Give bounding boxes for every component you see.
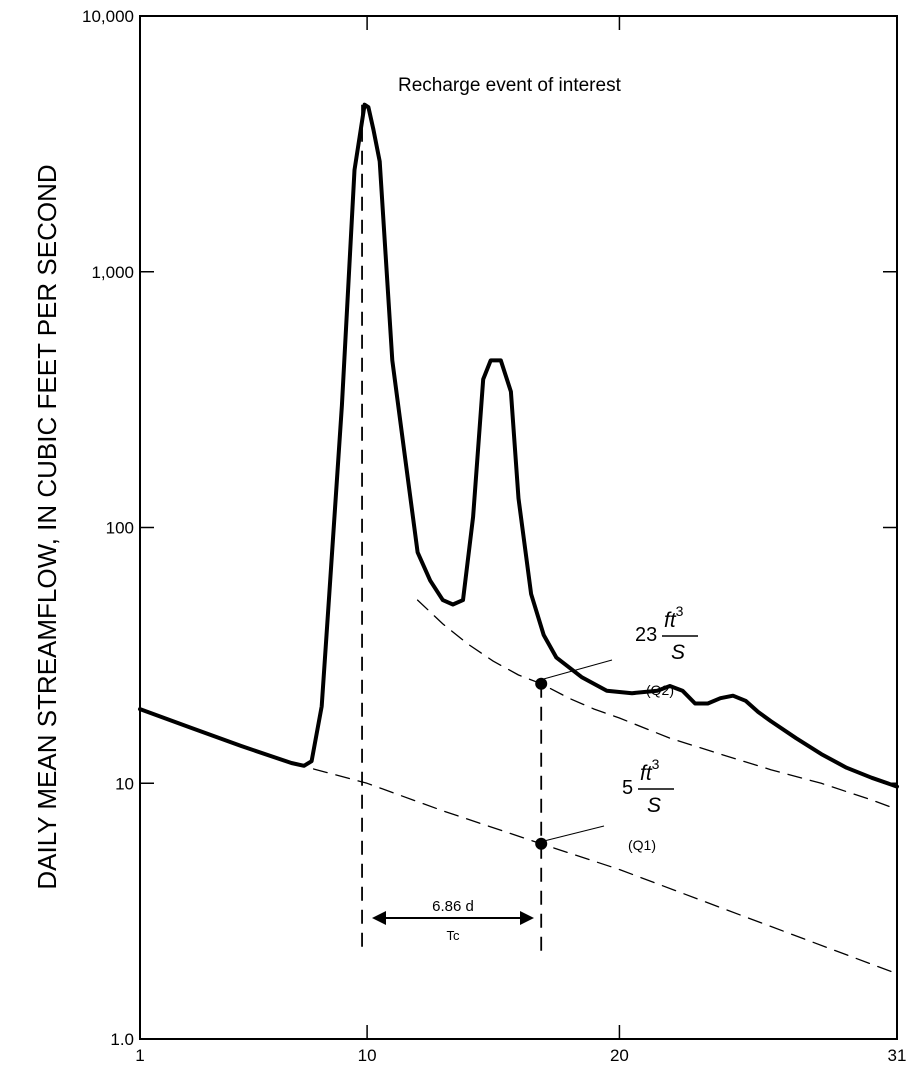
y-axis-label: DAILY MEAN STREAMFLOW, IN CUBIC FEET PER… bbox=[32, 164, 62, 889]
tick-group: 1.0 10 100 1,000 10,000 1 10 20 31 bbox=[82, 7, 906, 1065]
y-tick-label: 100 bbox=[106, 519, 134, 538]
hydrograph-line bbox=[138, 102, 899, 789]
x-tick-label: 31 bbox=[888, 1046, 907, 1065]
recession-curve-1 bbox=[416, 599, 898, 811]
x-tick-label: 1 bbox=[135, 1046, 144, 1065]
interval-value: 6.86 d bbox=[432, 898, 474, 915]
x-tick-label: 10 bbox=[358, 1046, 377, 1065]
q2-unit-numerator: ft3 bbox=[664, 603, 684, 632]
q2-value: 23 bbox=[635, 624, 657, 646]
point-q1 bbox=[535, 837, 548, 850]
q1-unit-numerator: ft3 bbox=[640, 756, 660, 785]
series-group bbox=[138, 102, 899, 975]
point-q2 bbox=[535, 677, 548, 690]
plot-frame bbox=[139, 15, 898, 1040]
x-tick-label: 20 bbox=[610, 1046, 629, 1065]
y-tick-label: 1,000 bbox=[91, 263, 134, 282]
q1-annotation: 5 ft3 S (Q1) bbox=[622, 756, 674, 853]
interval-name: Tc bbox=[447, 928, 461, 943]
q1-value: 5 bbox=[622, 777, 633, 799]
interval-arrowhead-right bbox=[520, 911, 534, 925]
q1-label: (Q1) bbox=[628, 837, 656, 853]
q1-unit-denominator: S bbox=[647, 794, 661, 817]
q2-leader-line bbox=[539, 659, 613, 681]
q1-leader-line bbox=[539, 825, 605, 843]
recession-curve-2 bbox=[290, 762, 898, 975]
q2-unit-denominator: S bbox=[671, 641, 685, 664]
q2-annotation: 23 ft3 S (Q2) bbox=[635, 603, 698, 698]
y-tick-label: 10,000 bbox=[82, 7, 134, 26]
y-tick-label: 10 bbox=[115, 774, 134, 793]
interval-arrowhead-left bbox=[372, 911, 386, 925]
interval-arrow: 6.86 d Tc bbox=[372, 898, 534, 943]
q2-label: (Q2) bbox=[646, 682, 674, 698]
event-annotation: Recharge event of interest bbox=[398, 75, 622, 96]
y-tick-label: 1.0 bbox=[110, 1030, 134, 1049]
